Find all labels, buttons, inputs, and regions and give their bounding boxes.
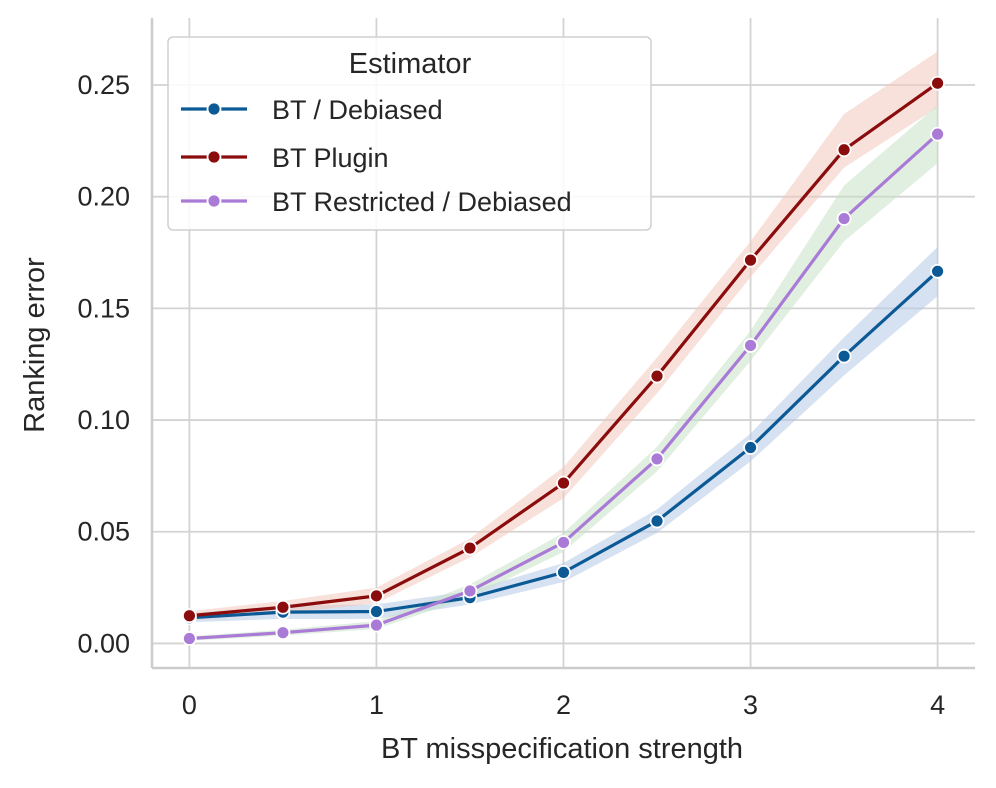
data-point [836,348,852,364]
y-tick-label: 0.15 [77,293,130,323]
x-tick-label: 1 [369,690,384,720]
data-point [182,631,197,646]
series-points [182,75,945,646]
legend: Estimator BT / Debiased BT Plugin BT Restr… [167,36,652,231]
data-point [836,211,852,226]
data-point [930,263,945,279]
data-point [369,588,384,604]
data-point [743,440,758,455]
data-point [556,564,571,580]
legend-marker [206,193,222,209]
legend-marker [206,149,222,165]
confidence-bands [189,51,938,641]
y-tick-label: 0.00 [77,628,130,658]
data-point [182,608,197,624]
x-tick-label: 0 [182,690,197,720]
data-point [649,451,665,467]
data-point [275,599,291,615]
legend-label: BT / Debiased [272,95,443,125]
confidence-band [189,105,938,641]
confidence-band [189,51,938,621]
data-point [649,513,665,529]
data-point [462,540,478,556]
data-point [556,535,571,550]
axes-spines [150,18,975,670]
y-tick-label: 0.05 [77,517,130,547]
data-point [556,475,571,491]
y-axis-label: Ranking error [19,257,51,433]
data-point [369,604,384,619]
legend-label: BT Plugin [272,143,389,173]
data-point [743,252,758,268]
legend-frame [167,36,652,231]
data-point [462,583,478,599]
legend-label: BT Restricted / Debiased [272,187,572,217]
y-tick-label: 0.25 [77,70,130,100]
y-tick-label: 0.10 [77,405,130,435]
data-point [275,625,291,641]
tick-labels: 0 1 2 3 4 0.00 0.05 0.10 0.15 0.20 0.25 [77,70,945,720]
data-point [836,142,852,158]
x-axis-label: BT misspecification strength [381,733,743,765]
data-point [743,338,758,353]
data-point [369,617,384,633]
x-tick-label: 4 [930,690,945,720]
data-point [930,126,945,142]
x-tick-label: 3 [743,690,758,720]
legend-title: Estimator [349,48,472,80]
data-point [649,368,665,384]
y-tick-label: 0.20 [77,182,130,212]
x-tick-label: 2 [556,690,571,720]
data-point [930,75,945,91]
legend-marker [206,101,222,117]
